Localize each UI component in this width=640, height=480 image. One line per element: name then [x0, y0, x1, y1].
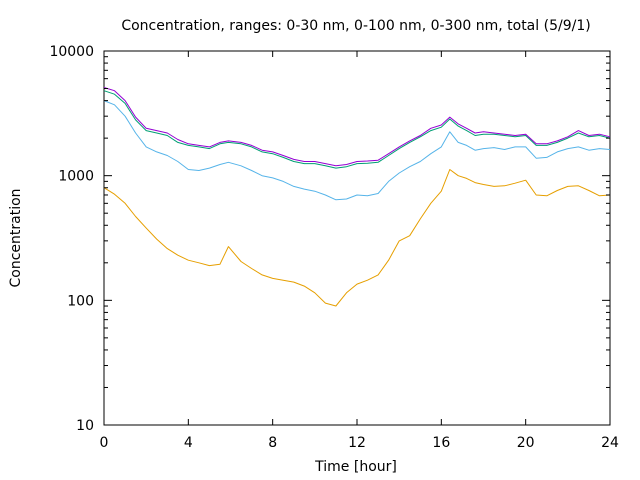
- series-layer: [103, 87, 611, 307]
- plot-frame: [103, 50, 611, 426]
- y-axis-label: Concentration: [8, 188, 24, 287]
- series-line-1: [103, 169, 611, 307]
- series-line-2: [103, 100, 611, 201]
- y-tick-label: 10000: [49, 44, 94, 60]
- series-line-3: [103, 90, 611, 169]
- x-axis: 0 4 8 12 16 20 24: [100, 51, 619, 451]
- x-tick-label: 20: [517, 435, 535, 451]
- y-axis: 10 100 1000 10000: [49, 44, 610, 434]
- x-tick-label: 0: [100, 435, 109, 451]
- x-tick-label: 4: [184, 435, 193, 451]
- y-tick-label: 1000: [58, 169, 94, 185]
- x-axis-label: Time [hour]: [314, 459, 397, 475]
- y-tick-label: 100: [67, 293, 94, 309]
- series-line-4: [103, 87, 611, 167]
- x-tick-label: 12: [348, 435, 366, 451]
- x-tick-label: 16: [432, 435, 450, 451]
- chart-title: Concentration, ranges: 0-30 nm, 0-100 nm…: [121, 18, 590, 34]
- x-tick-label: 8: [268, 435, 277, 451]
- y-tick-label: 10: [76, 418, 94, 434]
- x-tick-label: 24: [601, 435, 619, 451]
